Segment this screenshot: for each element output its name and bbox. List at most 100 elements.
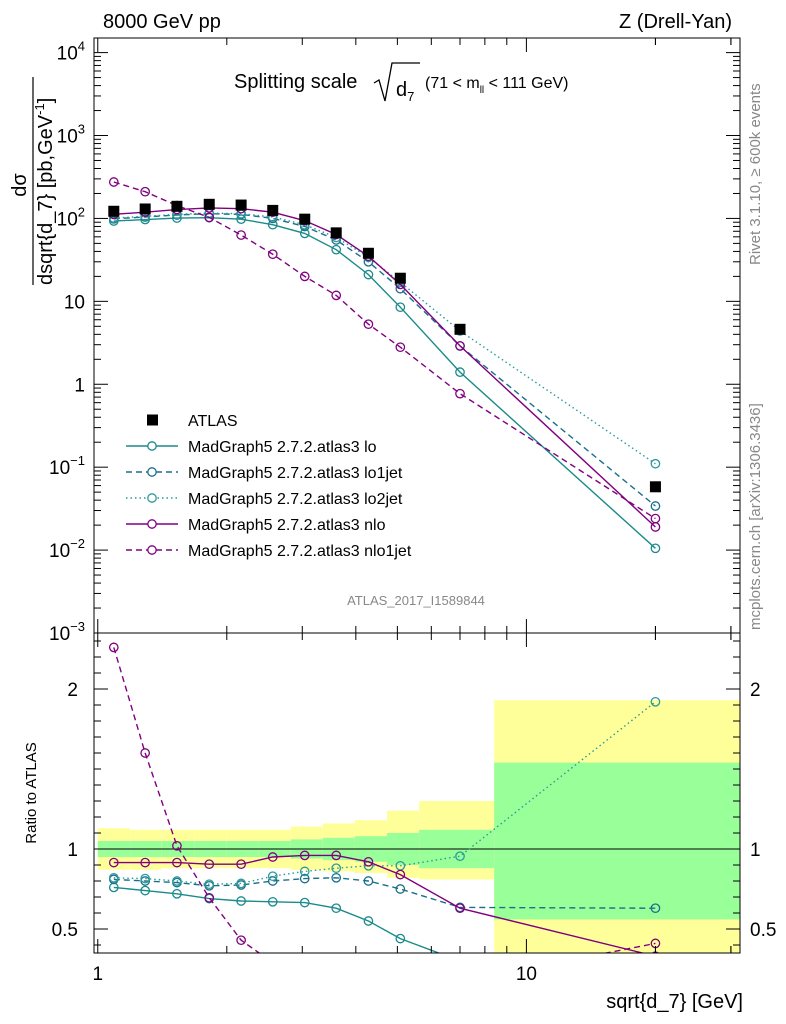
y-tick-label: 10−2 [49,536,85,562]
ratio-marker-2 [204,879,215,890]
ratio-marker-3 [204,859,215,870]
legend-label-2: MadGraph5 2.7.2.atlas3 lo2jet [188,491,403,508]
ratio-panel: 2 2 1 1 0.5 0.5 1 10 Ratio to ATLAS sqrt{d_7} … [23,632,777,1013]
series-marker-4 [299,271,310,282]
atlas-data-point [394,272,406,284]
y-tick-label: 1 [74,375,85,396]
ratio-marker-2 [140,873,151,884]
series-marker-0 [236,214,246,225]
atlas-data-point [454,323,466,335]
ratio-y-axis-label: Ratio to ATLAS [23,742,40,843]
ratio-marker-3 [267,852,278,862]
chart-title-main: Splitting scale [234,71,357,93]
ratio-marker-1 [267,876,278,886]
ratio-axis-ticks [94,633,740,953]
ratio-marker-4 [140,748,151,758]
ratio-marker-3 [172,857,182,868]
ratio-marker-1 [363,876,374,886]
series-line-2 [113,212,656,465]
ylabel-numerator: dσ [9,173,31,197]
main-y-axis-label: dσ dsqrt{d_7} [pb,GeV-1] [9,77,57,285]
ratio-marker-0 [456,957,464,965]
ratio-marker-4 [301,973,309,981]
ratio-marker-0 [363,916,374,926]
y-tick-label: 10−1 [49,453,85,479]
ratio-marker-0 [236,896,246,906]
ratio-marker-2 [172,876,182,886]
atlas-data-point [649,481,661,493]
series-marker-0 [331,244,342,255]
ratio-marker-0 [395,933,406,944]
atlas-data-point [330,227,342,239]
series-marker-1 [650,501,661,511]
series-marker-4 [363,319,374,330]
sqrt-symbol [373,62,420,102]
y-tick-label: 104 [57,39,85,65]
ratio-marker-4 [364,982,372,990]
ratio-marker-4 [456,978,464,986]
ratio-y-tick-labels: 2 2 1 1 0.5 0.5 [52,680,777,941]
series-marker-2 [650,458,661,469]
ratio-marker-4 [269,958,277,966]
series-marker-0 [395,302,406,313]
ratio-marker-0 [651,976,659,984]
legend-label-1: MadGraph5 2.7.2.atlas3 lo1jet [188,465,403,482]
process-label: Z (Drell-Yan) [619,11,732,33]
stat-uncertainty-band [494,762,740,920]
ratio-line-1 [113,877,656,909]
ratio-marker-3 [455,903,465,914]
ratio-marker-0 [172,888,182,899]
ratio-marker-3 [108,857,119,868]
atlas-data-points [108,198,661,493]
y-tick-label: 102 [57,204,85,230]
x-tick-label: 1 [92,964,103,985]
atlas-data-point [299,213,311,225]
legend-marker-1 [147,467,157,477]
ratio-marker-3 [236,859,246,870]
y-tick-label: 103 [57,122,85,148]
atlas-data-point [267,204,279,216]
chart-title-range: (71 < mll < 111 GeV) [425,75,568,96]
ratio-marker-4 [204,892,215,903]
series-marker-4 [455,388,465,399]
ratio-marker-3 [299,850,310,861]
series-marker-3 [455,341,465,351]
ratio-marker-2 [331,863,342,874]
ratio-series-layer [108,642,661,990]
ratio-marker-4 [172,840,182,851]
series-marker-0 [363,269,374,280]
legend: ATLAS MadGraph5 2.7.2.atlas3 lo MadGraph5 … [126,413,412,560]
ratio-marker-2 [236,878,246,889]
ratio-marker-2 [108,872,119,883]
chart-title: Splitting scale [234,71,357,93]
ratio-marker-3 [331,850,342,861]
ratio-line-4 [113,647,656,953]
ratio-marker-0 [140,885,151,896]
y-tick-label: 10 [64,292,85,313]
ratio-marker-2 [455,851,465,862]
ylabel-denominator: dsqrt{d_7} [pb,GeV-1] [32,98,57,285]
legend-label-0: MadGraph5 2.7.2.atlas3 lo [188,439,377,456]
legend-marker-atlas [147,414,158,426]
series-marker-0 [267,219,278,230]
legend-label-3: MadGraph5 2.7.2.atlas3 nlo [188,517,386,534]
ratio-marker-4 [108,642,119,653]
mcplots-label: mcplots.cern.ch [arXiv:1306.3436] [747,403,764,630]
series-marker-4 [140,186,151,197]
ratio-marker-1 [395,884,406,894]
ratio-marker-3 [140,857,151,868]
chart-title-symbol: d7 [396,79,414,104]
ratio-marker-1 [331,872,342,883]
legend-marker-3 [147,519,157,529]
x-tick-labels: 1 10 [92,964,537,985]
ratio-marker-0 [331,903,342,914]
legend-marker-0 [147,441,157,451]
ratio-y-tick-label-right: 1 [750,840,761,861]
y-tick-label: 10−3 [49,619,85,645]
uncertainty-bands [97,700,740,953]
series-marker-4 [236,230,246,240]
rivet-label: Rivet 3.1.10, ≥ 600k events [747,83,764,265]
series-marker-4 [331,290,342,301]
legend-label-4: MadGraph5 2.7.2.atlas3 nlo1jet [188,543,412,560]
